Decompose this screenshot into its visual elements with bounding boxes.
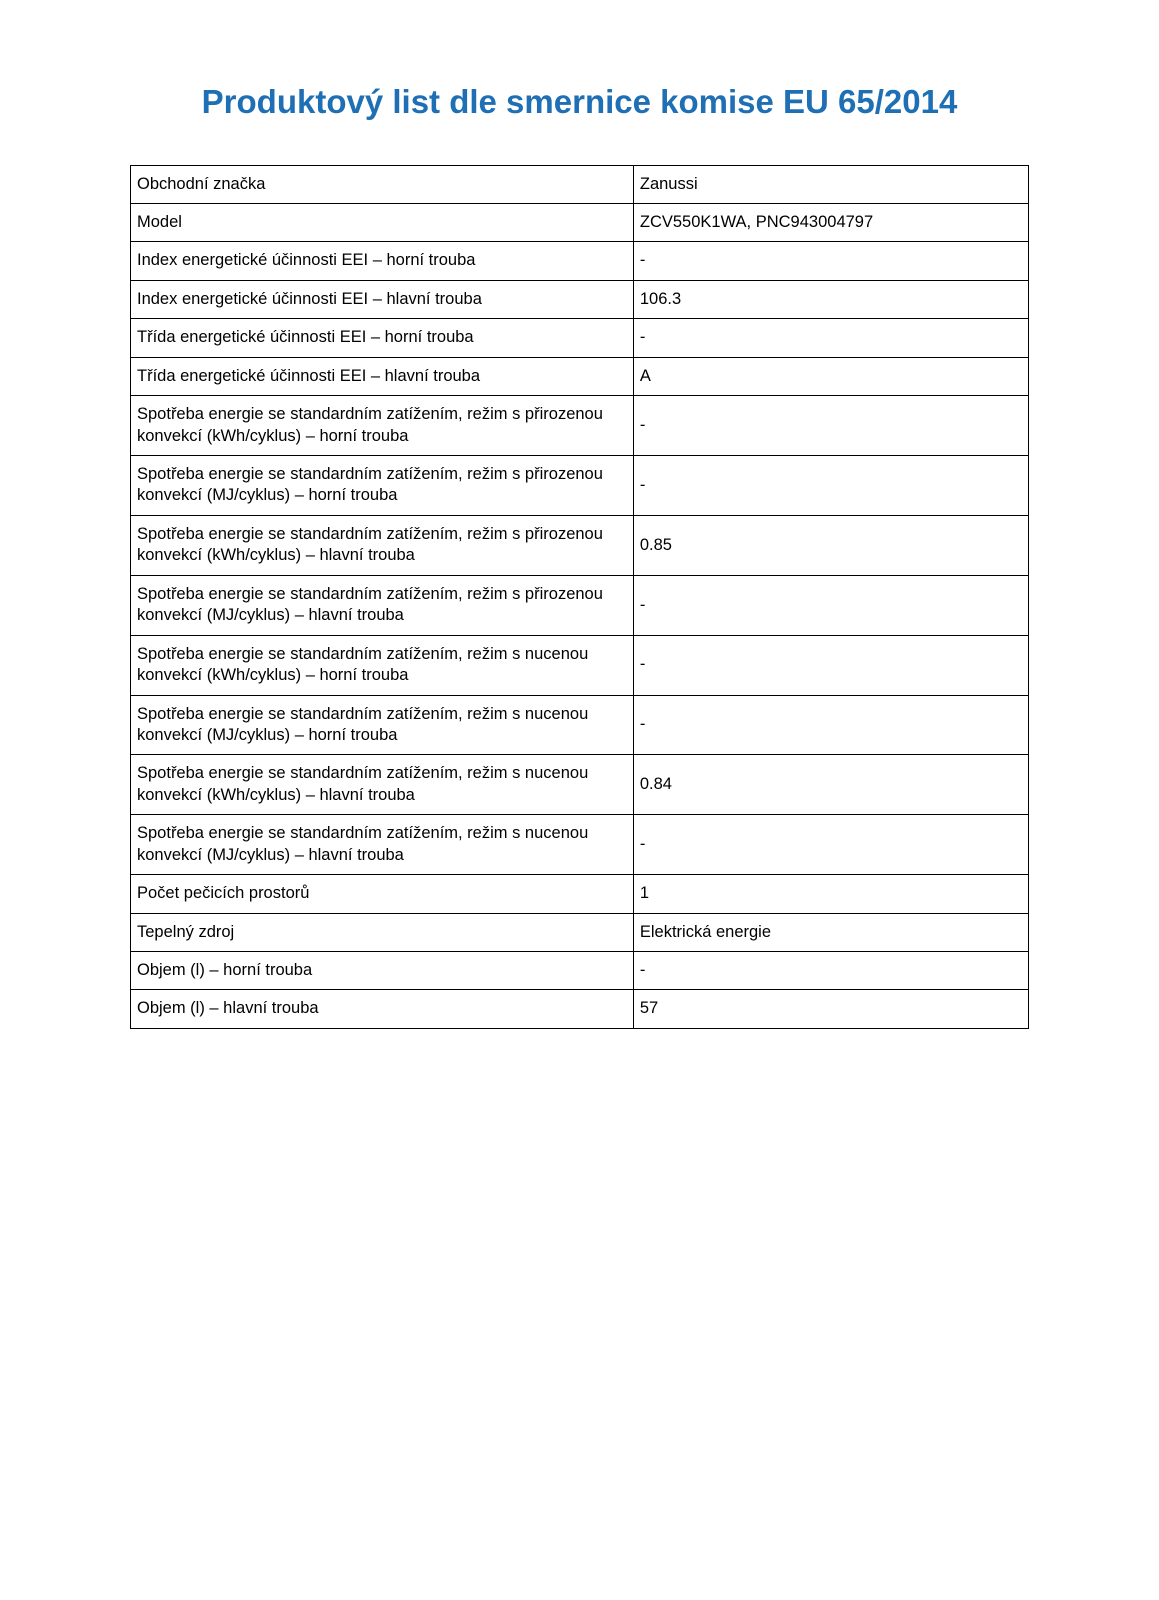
table-row: Spotřeba energie se standardním zatížení… <box>131 575 1029 635</box>
table-row: Model ZCV550K1WA, PNC943004797 <box>131 203 1029 241</box>
spec-value: - <box>633 242 1028 280</box>
table-row: Obchodní značka Zanussi <box>131 165 1029 203</box>
table-row: Index energetické účinnosti EEI – hlavní… <box>131 280 1029 318</box>
table-row: Spotřeba energie se standardním zatížení… <box>131 695 1029 755</box>
spec-value: 0.85 <box>633 515 1028 575</box>
spec-value: A <box>633 357 1028 395</box>
table-row: Třída energetické účinnosti EEI – hlavní… <box>131 357 1029 395</box>
spec-value: - <box>633 319 1028 357</box>
specification-table-body: Obchodní značka Zanussi Model ZCV550K1WA… <box>131 165 1029 1028</box>
spec-label: Spotřeba energie se standardním zatížení… <box>131 635 634 695</box>
spec-value: 106.3 <box>633 280 1028 318</box>
spec-value: - <box>633 815 1028 875</box>
table-row: Index energetické účinnosti EEI – horní … <box>131 242 1029 280</box>
spec-label: Třída energetické účinnosti EEI – hlavní… <box>131 357 634 395</box>
table-row: Objem (l) – hlavní trouba 57 <box>131 990 1029 1028</box>
spec-label: Objem (l) – hlavní trouba <box>131 990 634 1028</box>
spec-label: Spotřeba energie se standardním zatížení… <box>131 695 634 755</box>
spec-label: Index energetické účinnosti EEI – horní … <box>131 242 634 280</box>
table-row: Třída energetické účinnosti EEI – horní … <box>131 319 1029 357</box>
spec-value: 1 <box>633 875 1028 913</box>
table-row: Objem (l) – horní trouba - <box>131 952 1029 990</box>
table-row: Počet pečicích prostorů 1 <box>131 875 1029 913</box>
spec-label: Spotřeba energie se standardním zatížení… <box>131 575 634 635</box>
table-row: Spotřeba energie se standardním zatížení… <box>131 635 1029 695</box>
spec-value: ZCV550K1WA, PNC943004797 <box>633 203 1028 241</box>
spec-label: Objem (l) – horní trouba <box>131 952 634 990</box>
spec-label: Spotřeba energie se standardním zatížení… <box>131 755 634 815</box>
spec-label: Obchodní značka <box>131 165 634 203</box>
spec-label: Spotřeba energie se standardním zatížení… <box>131 456 634 516</box>
spec-value: - <box>633 575 1028 635</box>
spec-value: - <box>633 695 1028 755</box>
spec-value: 0.84 <box>633 755 1028 815</box>
page-title: Produktový list dle smernice komise EU 6… <box>130 80 1029 125</box>
table-row: Tepelný zdroj Elektrická energie <box>131 913 1029 951</box>
spec-value: Zanussi <box>633 165 1028 203</box>
table-row: Spotřeba energie se standardním zatížení… <box>131 396 1029 456</box>
spec-value: Elektrická energie <box>633 913 1028 951</box>
spec-label: Spotřeba energie se standardním zatížení… <box>131 815 634 875</box>
spec-value: - <box>633 396 1028 456</box>
spec-value: 57 <box>633 990 1028 1028</box>
table-row: Spotřeba energie se standardním zatížení… <box>131 815 1029 875</box>
table-row: Spotřeba energie se standardním zatížení… <box>131 456 1029 516</box>
spec-value: - <box>633 952 1028 990</box>
spec-label: Tepelný zdroj <box>131 913 634 951</box>
spec-label: Třída energetické účinnosti EEI – horní … <box>131 319 634 357</box>
spec-value: - <box>633 635 1028 695</box>
spec-label: Model <box>131 203 634 241</box>
specification-table: Obchodní značka Zanussi Model ZCV550K1WA… <box>130 165 1029 1029</box>
spec-label: Spotřeba energie se standardním zatížení… <box>131 515 634 575</box>
spec-label: Spotřeba energie se standardním zatížení… <box>131 396 634 456</box>
table-row: Spotřeba energie se standardním zatížení… <box>131 755 1029 815</box>
spec-label: Počet pečicích prostorů <box>131 875 634 913</box>
spec-label: Index energetické účinnosti EEI – hlavní… <box>131 280 634 318</box>
table-row: Spotřeba energie se standardním zatížení… <box>131 515 1029 575</box>
spec-value: - <box>633 456 1028 516</box>
